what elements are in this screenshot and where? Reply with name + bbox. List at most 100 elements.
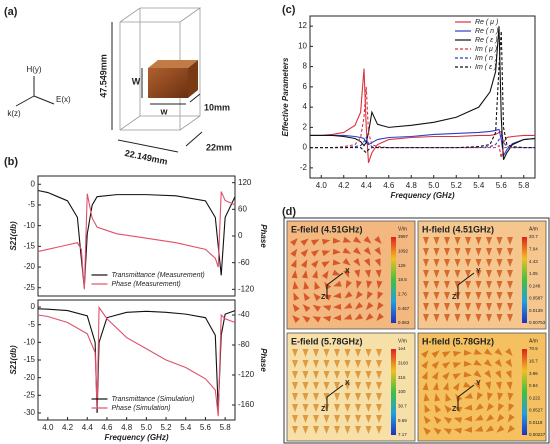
field-arrow: [473, 370, 482, 378]
field-tile-title: E-field (4.51GHz): [291, 224, 363, 234]
field-arrow: [484, 348, 493, 356]
field-arrow: [321, 250, 331, 257]
series-line: [310, 31, 535, 154]
x-tick-label: 5.0: [428, 181, 440, 190]
y2-tick-label: 60: [238, 204, 247, 213]
field-arrow: [507, 314, 513, 322]
axis-marker-label: Z: [452, 406, 457, 413]
field-arrow: [496, 248, 503, 256]
y-tick-label: -5: [28, 200, 36, 209]
field-arrow: [292, 315, 300, 323]
x-tick-label: 5.2: [160, 423, 172, 432]
field-arrow: [442, 351, 451, 358]
dimension-arrows: [15, 22, 203, 153]
field-arrow: [421, 360, 429, 369]
color-bar-label: 0.0587: [529, 296, 543, 301]
field-arrow: [434, 404, 442, 413]
color-bar: [391, 237, 396, 323]
legend-label: Phase (Measurement): [112, 281, 181, 288]
field-arrow: [364, 269, 371, 278]
color-bar-label: 100: [398, 389, 406, 394]
y-tick-label: -2: [300, 163, 308, 172]
field-arrow: [444, 292, 450, 300]
field-arrow: [311, 249, 320, 257]
field-arrow: [497, 403, 504, 412]
field-arrow: [292, 303, 300, 312]
y-tick-label: 2: [303, 122, 308, 131]
y2-tick-label: -60: [238, 258, 250, 267]
color-bar-label: 0.00753: [529, 320, 546, 325]
field-arrow: [444, 314, 450, 322]
field-arrow: [463, 381, 472, 388]
field-arrow: [465, 259, 471, 267]
field-arrow: [486, 248, 492, 256]
y-tick-label: 12: [298, 21, 307, 30]
field-arrow: [376, 426, 382, 434]
field-arrow: [333, 303, 342, 310]
series-line: [37, 191, 236, 290]
axis-marker: [457, 272, 475, 299]
height-label: 47.549mm: [98, 54, 108, 98]
y-tick-label: 8: [303, 62, 308, 71]
field-arrow: [355, 371, 361, 379]
series-line: [310, 86, 535, 158]
color-bar-label: 7.17: [398, 432, 407, 437]
field-arrow: [302, 360, 309, 368]
field-arrow: [314, 281, 321, 290]
cube: [148, 60, 198, 98]
y-axis-label: S21(db): [9, 221, 18, 251]
h-axis-label: H(y): [26, 65, 41, 74]
field-arrow: [356, 280, 362, 289]
color-bar-label: 316: [398, 375, 406, 380]
field-arrow: [313, 349, 319, 357]
field-arrow: [354, 269, 361, 278]
field-arrow: [363, 247, 372, 256]
field-arrow: [302, 404, 309, 412]
legend-label: Phase (Simulation): [112, 405, 171, 412]
field-arrow: [344, 426, 351, 434]
field-arrow: [423, 270, 429, 278]
legend-label: Im ( ε ): [475, 64, 496, 71]
field-arrow: [474, 414, 484, 421]
field-arrow: [443, 428, 452, 435]
y-tick-label: -5: [28, 320, 36, 329]
field-arrow: [443, 416, 452, 424]
field-arrow: [375, 269, 382, 278]
color-bar-label: 0.94: [529, 383, 538, 388]
field-arrow: [454, 303, 461, 311]
k-axis-label: k(z): [7, 109, 21, 118]
field-arrow: [333, 314, 342, 321]
field-arrow: [487, 392, 493, 401]
color-bar-label: 0.0527: [529, 408, 543, 413]
color-bar-label: 0.00227: [529, 432, 546, 437]
series-line: [37, 305, 236, 417]
field-arrow: [423, 393, 430, 402]
field-arrow: [302, 426, 309, 434]
field-arrow: [495, 370, 502, 379]
field-arrow: [311, 239, 320, 246]
y-tick-label: 0: [303, 143, 308, 152]
axis-marker-label: Y: [476, 268, 481, 275]
y2-axis-label: Phase: [259, 348, 268, 372]
field-arrow: [321, 261, 331, 268]
field-arrow: [302, 304, 311, 312]
plot-frame: [309, 15, 536, 179]
field-arrow: [496, 425, 505, 433]
field-arrow: [433, 281, 440, 289]
color-bar-label: 7.04: [529, 246, 538, 251]
field-arrow: [311, 259, 319, 268]
field-arrow: [486, 303, 492, 311]
x-tick-label: 5.4: [180, 423, 192, 432]
field-arrow: [485, 381, 492, 390]
color-bar-unit: A/m: [529, 338, 538, 344]
field-arrow: [484, 370, 492, 379]
color-bar-label: 3.96: [529, 371, 538, 376]
y-axis-label: S21(db): [9, 345, 18, 375]
field-arrow: [423, 237, 429, 245]
field-arrow: [486, 270, 492, 278]
field-arrow: [342, 247, 352, 254]
field-arrow: [465, 314, 471, 322]
field-arrow: [374, 247, 382, 256]
field-arrow: [292, 415, 298, 423]
y2-tick-label: -120: [238, 284, 255, 293]
